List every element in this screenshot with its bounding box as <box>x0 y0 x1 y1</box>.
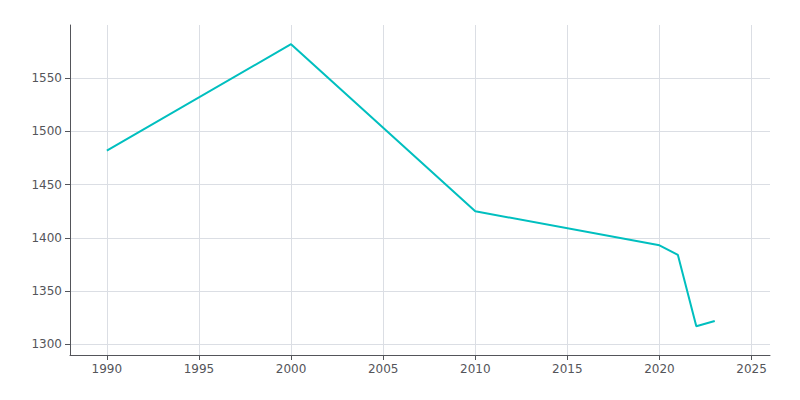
svg-text:2020: 2020 <box>644 362 675 376</box>
svg-text:1450: 1450 <box>31 178 62 192</box>
svg-text:1500: 1500 <box>31 124 62 138</box>
svg-text:2000: 2000 <box>276 362 307 376</box>
svg-text:2015: 2015 <box>552 362 583 376</box>
svg-text:1400: 1400 <box>31 231 62 245</box>
svg-text:1995: 1995 <box>184 362 215 376</box>
svg-text:1300: 1300 <box>31 337 62 351</box>
svg-text:1990: 1990 <box>92 362 123 376</box>
svg-text:1550: 1550 <box>31 71 62 85</box>
svg-text:2025: 2025 <box>736 362 767 376</box>
svg-text:2010: 2010 <box>460 362 491 376</box>
svg-text:2005: 2005 <box>368 362 399 376</box>
svg-text:1350: 1350 <box>31 284 62 298</box>
